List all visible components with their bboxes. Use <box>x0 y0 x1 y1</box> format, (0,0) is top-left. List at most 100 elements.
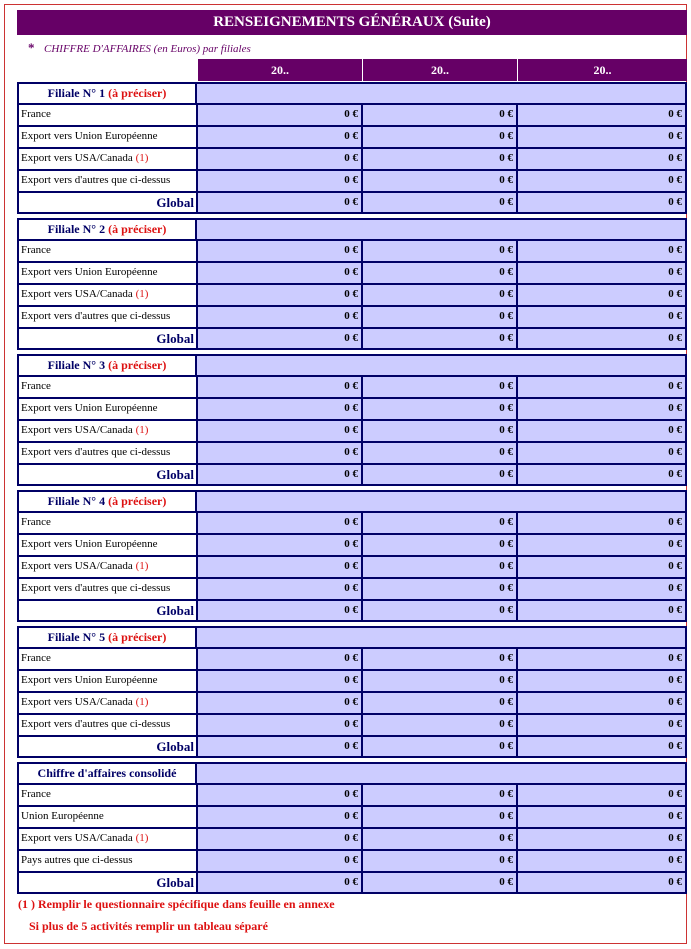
value-cell: 0 € <box>517 806 687 828</box>
row-label-text: Global <box>156 467 194 482</box>
row-label: Export vers d'autres que ci-dessus <box>17 442 197 464</box>
title-bar: RENSEIGNEMENTS GÉNÉRAUX (Suite) <box>17 10 687 35</box>
row-label-text: Global <box>156 603 194 618</box>
value-cell: 0 € <box>517 192 687 214</box>
section-header-fill <box>197 82 687 104</box>
subtitle: CHIFFRE D'AFFAIRES (en Euros) par filial… <box>44 43 251 55</box>
value-cell: 0 € <box>362 714 517 736</box>
section-header: Chiffre d'affaires consolidé <box>17 762 197 784</box>
row-label-text: Export vers Union Européenne <box>21 538 158 550</box>
value-cell: 0 € <box>197 420 362 442</box>
section-note: (à préciser) <box>108 358 167 372</box>
section-header: Filiale N° 4 (à préciser) <box>17 490 197 512</box>
row-label-text: Global <box>156 195 194 210</box>
row-label-text: Global <box>156 875 194 890</box>
row-label: Global <box>17 736 197 758</box>
value-cell: 0 € <box>197 192 362 214</box>
row-label-text: France <box>21 244 51 256</box>
value-cell: 0 € <box>197 714 362 736</box>
column-header: 20.. <box>197 59 362 81</box>
section: Filiale N° 2 (à préciser) France 0 €0 €0 €… <box>17 218 687 350</box>
row-label: Export vers USA/Canada (1) <box>17 284 197 306</box>
value-cell: 0 € <box>197 648 362 670</box>
row-note: (1) <box>135 288 149 300</box>
row-label-text: Export vers Union Européenne <box>21 266 158 278</box>
value-cell: 0 € <box>362 104 517 126</box>
column-header: 20.. <box>362 59 517 81</box>
value-cell: 0 € <box>362 442 517 464</box>
value-cell: 0 € <box>517 692 687 714</box>
section: Filiale N° 1 (à préciser) France 0 €0 €0 €… <box>17 82 687 214</box>
value-cell: 0 € <box>197 306 362 328</box>
row-label: Export vers Union Européenne <box>17 126 197 148</box>
row-label: Export vers USA/Canada (1) <box>17 420 197 442</box>
row-label: Export vers USA/Canada (1) <box>17 556 197 578</box>
value-cell: 0 € <box>362 420 517 442</box>
footnote: Si plus de 5 activités remplir un tablea… <box>29 919 268 933</box>
section-header-fill <box>197 762 687 784</box>
value-cell: 0 € <box>362 284 517 306</box>
row-label: Export vers d'autres que ci-dessus <box>17 170 197 192</box>
value-cell: 0 € <box>197 240 362 262</box>
value-cell: 0 € <box>362 784 517 806</box>
value-cell: 0 € <box>517 442 687 464</box>
value-cell: 0 € <box>517 464 687 486</box>
value-cell: 0 € <box>197 104 362 126</box>
section: Filiale N° 3 (à préciser) France 0 €0 €0 €… <box>17 354 687 486</box>
row-label-text: Export vers d'autres que ci-dessus <box>21 582 171 594</box>
row-label-text: Export vers USA/Canada <box>21 696 133 708</box>
section-title: Chiffre d'affaires consolidé <box>37 766 177 780</box>
value-cell: 0 € <box>197 828 362 850</box>
row-label-text: France <box>21 652 51 664</box>
value-cell: 0 € <box>197 736 362 758</box>
value-cell: 0 € <box>197 376 362 398</box>
value-cell: 0 € <box>517 784 687 806</box>
value-cell: 0 € <box>197 806 362 828</box>
value-cell: 0 € <box>517 262 687 284</box>
value-cell: 0 € <box>362 534 517 556</box>
value-cell: 0 € <box>362 170 517 192</box>
row-note: (1) <box>135 424 149 436</box>
row-label: Pays autres que ci-dessus <box>17 850 197 872</box>
value-cell: 0 € <box>197 442 362 464</box>
row-label-text: Export vers d'autres que ci-dessus <box>21 174 171 186</box>
value-cell: 0 € <box>197 534 362 556</box>
row-label-text: Export vers d'autres que ci-dessus <box>21 310 171 322</box>
section-header-fill <box>197 490 687 512</box>
section-header-fill <box>197 626 687 648</box>
row-label: Union Européenne <box>17 806 197 828</box>
value-cell: 0 € <box>197 578 362 600</box>
value-cell: 0 € <box>362 262 517 284</box>
value-cell: 0 € <box>197 872 362 894</box>
row-label: France <box>17 512 197 534</box>
value-cell: 0 € <box>517 736 687 758</box>
value-cell: 0 € <box>362 376 517 398</box>
row-note: (1) <box>135 832 149 844</box>
value-cell: 0 € <box>517 534 687 556</box>
value-cell: 0 € <box>362 806 517 828</box>
row-label: Export vers USA/Canada (1) <box>17 828 197 850</box>
value-cell: 0 € <box>517 398 687 420</box>
section-header: Filiale N° 5 (à préciser) <box>17 626 197 648</box>
value-cell: 0 € <box>197 284 362 306</box>
row-label-text: Export vers Union Européenne <box>21 402 158 414</box>
row-label-text: Global <box>156 331 194 346</box>
row-label-text: France <box>21 380 51 392</box>
value-cell: 0 € <box>517 240 687 262</box>
row-label-text: Export vers USA/Canada <box>21 424 133 436</box>
row-label: Global <box>17 192 197 214</box>
section-note: (à préciser) <box>108 494 167 508</box>
section-note: (à préciser) <box>108 222 167 236</box>
row-label-text: Export vers d'autres que ci-dessus <box>21 718 171 730</box>
row-label-text: Union Européenne <box>21 810 104 822</box>
value-cell: 0 € <box>197 600 362 622</box>
value-cell: 0 € <box>362 126 517 148</box>
section-title: Filiale N° 5 <box>47 630 106 644</box>
value-cell: 0 € <box>517 420 687 442</box>
row-label: Export vers Union Européenne <box>17 398 197 420</box>
section-note: (à préciser) <box>108 630 167 644</box>
section-title: Filiale N° 4 <box>47 494 106 508</box>
value-cell: 0 € <box>197 784 362 806</box>
section: Chiffre d'affaires consolidé France 0 €0 €… <box>17 762 687 894</box>
